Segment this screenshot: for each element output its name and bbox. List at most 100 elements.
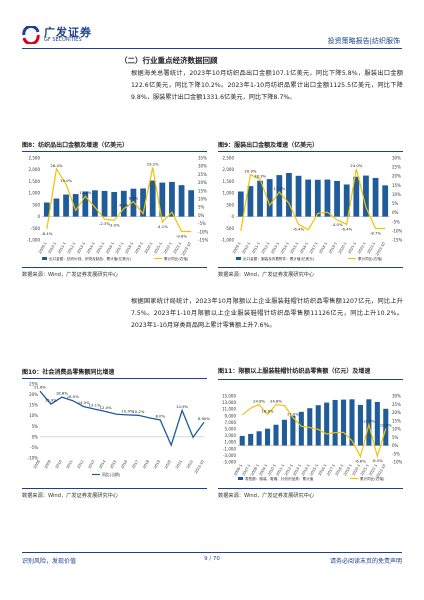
- page-number: 9 / 70: [204, 556, 220, 562]
- figure-8-chart: 2,500 2,000 1,500 1,000 500 0 -500 -1,000 35% 30%…: [27, 156, 209, 262]
- x-tick-label: 2022-1: [163, 242, 173, 255]
- y-left-tick-label: -500: [31, 226, 41, 231]
- x-tick-label: 2022: [186, 460, 194, 470]
- y-left-tick-label: 2,000: [223, 167, 235, 172]
- figure-8-rule: [22, 151, 207, 152]
- y-right-tick-label: 15%: [392, 418, 401, 423]
- x-tick-label: 2012-1: [67, 242, 77, 255]
- y-left-tick-label: 9,000: [225, 413, 237, 418]
- bar: [53, 198, 60, 217]
- y-left-tick-label: 13,000: [222, 400, 236, 405]
- x-tick-label: 2009-1: [38, 242, 48, 255]
- x-tick-label: 2021-1: [347, 242, 357, 255]
- figure-8-title: 图8：纺织品出口金额及增速（亿美元）: [22, 142, 129, 149]
- x-tick-label: 2023-10: [181, 241, 192, 257]
- legend-label: 同比(当期): [102, 472, 121, 477]
- y-left-tick-label: -3,000: [223, 453, 236, 458]
- y-left-tick-label: 2,000: [29, 167, 41, 172]
- bar: [273, 424, 279, 446]
- bar: [188, 190, 195, 217]
- x-tick-label: 2023-10: [376, 463, 387, 479]
- bar: [239, 435, 245, 446]
- growth-line: [46, 167, 192, 233]
- x-tick-label: 2016-1: [105, 242, 115, 255]
- x-tick-label: 2013-1: [292, 464, 302, 477]
- bar: [383, 408, 389, 446]
- data-label: 6.90%: [198, 416, 210, 421]
- x-tick-label: 2012: [77, 460, 85, 470]
- x-tick-label: 2022-1: [357, 242, 367, 255]
- data-label: 18.5%: [67, 394, 79, 399]
- y-right-tick-label: 35%: [198, 156, 207, 161]
- y-tick-label: 5%: [32, 424, 39, 429]
- bar: [256, 431, 262, 446]
- data-label: 18.8%: [56, 391, 68, 396]
- y-right-tick-label: -15%: [392, 238, 403, 243]
- data-label: 24.8%: [253, 399, 265, 404]
- legend-line-label: 累计同比(右轴): [358, 256, 383, 261]
- bar: [120, 190, 127, 217]
- bar: [265, 428, 271, 446]
- figure-11-source-rule: [218, 488, 403, 489]
- y-right-tick-label: 15%: [198, 188, 207, 193]
- bar: [341, 399, 347, 446]
- y-tick-label: 25%: [29, 382, 38, 387]
- y-left-tick-label: 500: [32, 202, 40, 207]
- x-tick-label: 2010-1: [47, 242, 57, 255]
- bar: [178, 185, 185, 217]
- y-tick-label: 20%: [29, 392, 38, 397]
- bar: [286, 172, 292, 217]
- y-right-tick-label: -5%: [392, 219, 400, 224]
- data-label: 28.4%: [50, 163, 62, 168]
- figure-10-source-rule: [22, 488, 207, 489]
- footer-slogan: 识别风险，发现价值: [22, 558, 77, 565]
- x-tick-label: 2023-10: [375, 241, 386, 257]
- data-label: 14.5%: [78, 400, 90, 405]
- data-label: -6.6%: [355, 458, 366, 463]
- bar: [43, 202, 50, 217]
- bar: [72, 194, 79, 217]
- x-tick-label: 2019: [153, 459, 161, 470]
- y-tick-label: 15%: [29, 403, 38, 408]
- x-tick-label: 2013: [87, 460, 95, 470]
- x-tick-label: 2010-1: [267, 464, 277, 477]
- bar: [324, 179, 331, 217]
- x-tick-label: 2023-1: [367, 242, 377, 255]
- y-right-tick-label: -5%: [392, 451, 400, 456]
- y-right-tick-label: 15%: [392, 183, 401, 188]
- bar: [374, 401, 380, 446]
- y-right-tick-label: 25%: [198, 172, 207, 177]
- y-right-tick-label: -10%: [392, 228, 403, 233]
- company-logo: 广发证券 GF SECURITIES: [22, 24, 112, 46]
- bar: [276, 175, 283, 217]
- bar: [159, 182, 166, 217]
- x-tick-label: 2011: [66, 460, 74, 470]
- data-label: 18.3%: [254, 173, 266, 178]
- growth-line: [241, 403, 387, 459]
- y-tick-label: -5%: [30, 445, 38, 450]
- data-label: 10.4%: [121, 408, 133, 413]
- figure-10-source: 数据来源：Wind，广发证券发展研究中心: [22, 493, 119, 499]
- x-tick-label: 2017: [131, 460, 139, 470]
- bar: [372, 177, 379, 217]
- x-tick-label: 2021-1: [360, 464, 370, 477]
- bar: [334, 180, 340, 217]
- data-label: 4.1%: [119, 203, 129, 208]
- x-tick-label: 2014-1: [86, 242, 96, 255]
- x-tick-label: 2019-1: [343, 464, 353, 477]
- y-tick-label: -10%: [28, 456, 39, 461]
- figure-11-title: 图11：限额以上服装鞋帽针纺织品零售额（亿元）及增速: [218, 368, 371, 375]
- logo-en-text: GF SECURITIES: [44, 37, 82, 43]
- x-tick-label: 2017-1: [309, 242, 319, 255]
- y-left-tick-label: -5,000: [223, 460, 236, 465]
- figure-8-source: 数据来源：Wind，广发证券发展研究中心: [22, 272, 119, 278]
- data-label: 19.0%: [60, 178, 72, 183]
- figure-9-title: 图9：服装出口金额及增速（亿美元）: [218, 142, 319, 149]
- y-right-tick-label: -10%: [198, 229, 209, 234]
- bar: [82, 191, 89, 217]
- y-left-tick-label: 0: [231, 214, 234, 219]
- data-label: -2.3%: [99, 221, 110, 226]
- x-tick-label: 2018-1: [124, 242, 134, 255]
- legend-bar-label: 零售额：服装、鞋帽、针纺织品类：累计值: [245, 476, 314, 481]
- x-tick-label: 2015: [109, 460, 117, 470]
